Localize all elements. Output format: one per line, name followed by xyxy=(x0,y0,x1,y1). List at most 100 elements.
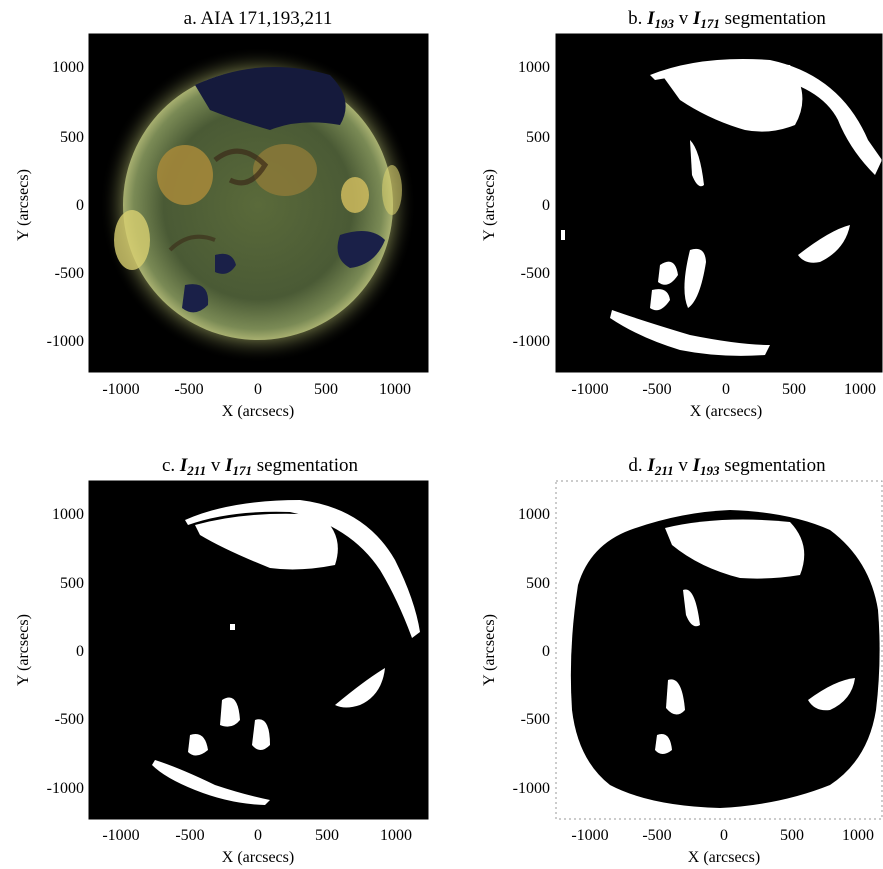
y-tick-label: -1000 xyxy=(47,333,84,350)
limb-brightening-east xyxy=(382,165,402,215)
title-versus: v xyxy=(679,8,689,29)
panel-b-xlabel: X (arcsecs) xyxy=(690,403,762,420)
panel-a-yticks: 1000 500 0 -500 -1000 xyxy=(47,59,84,350)
mask-region-east xyxy=(808,678,855,711)
title-intensity-2: I xyxy=(692,455,701,476)
title-subscript-2: 193 xyxy=(700,463,720,478)
x-tick-label: 0 xyxy=(254,827,262,844)
x-tick-label: -500 xyxy=(642,381,671,398)
panel-c-title: c. I211 v I171 segmentation xyxy=(162,455,359,480)
y-tick-label: -500 xyxy=(521,265,550,282)
mask-disk-region xyxy=(570,510,880,808)
y-tick-label: 1000 xyxy=(518,506,550,523)
mask-region-north xyxy=(195,513,338,570)
y-tick-label: 1000 xyxy=(518,59,550,76)
panel-a-title: a. AIA 171,193,211 xyxy=(184,8,333,29)
panel-d-ylabel: Y (arcsecs) xyxy=(481,614,498,686)
panel-c-xticks: -1000 -500 0 500 1000 xyxy=(102,827,412,844)
panel-d-title: d. I211 v I193 segmentation xyxy=(628,455,826,480)
y-tick-label: 0 xyxy=(542,643,550,660)
panel-d-xlabel: X (arcsecs) xyxy=(688,849,760,866)
title-prefix: b. xyxy=(628,8,642,29)
mask-patch xyxy=(684,248,706,308)
panel-d-frame xyxy=(555,480,883,820)
panel-d: d. I211 v I193 segmentation 1000 500 0 -… xyxy=(481,455,883,866)
panel-a-xticks: -1000 -500 0 500 1000 xyxy=(102,381,411,398)
title-suffix: segmentation xyxy=(725,8,827,29)
mask-limb-south xyxy=(610,310,770,356)
mask-region-north xyxy=(665,519,805,579)
y-tick-label: 0 xyxy=(76,643,84,660)
x-tick-label: 0 xyxy=(722,381,730,398)
title-subscript-2: 171 xyxy=(232,463,252,478)
y-tick-label: -1000 xyxy=(513,780,550,797)
panel-b-frame xyxy=(555,33,883,373)
panel-a-ylabel: Y (arcsecs) xyxy=(15,169,32,241)
title-versus: v xyxy=(211,455,221,476)
title-subscript-1: 211 xyxy=(186,463,206,478)
mask-patch xyxy=(666,679,685,715)
limb-brightening-west xyxy=(114,210,150,270)
mask-limb-arc xyxy=(650,59,882,175)
title-prefix: c. xyxy=(162,455,175,476)
y-tick-label: -1000 xyxy=(513,333,550,350)
title-intensity-2: I xyxy=(224,455,233,476)
mask-limb-south xyxy=(152,760,270,805)
mask-patch xyxy=(252,719,270,750)
x-tick-label: 1000 xyxy=(380,827,412,844)
panel-c-frame xyxy=(88,480,429,820)
coronal-hole-east xyxy=(337,231,385,268)
y-tick-label: 500 xyxy=(526,575,550,592)
x-tick-label: -1000 xyxy=(571,827,608,844)
panel-a-xlabel: X (arcsecs) xyxy=(222,403,294,420)
x-tick-label: 500 xyxy=(782,381,806,398)
mask-patch xyxy=(690,140,704,187)
panel-b-title: b. I193 v I171 segmentation xyxy=(628,8,826,33)
segmentation-mask-d xyxy=(570,510,880,808)
y-tick-label: -500 xyxy=(55,265,84,282)
y-tick-label: -500 xyxy=(55,711,84,728)
segmentation-mask-c xyxy=(152,500,420,805)
title-intensity-1: I xyxy=(646,455,655,476)
y-tick-label: 1000 xyxy=(52,59,84,76)
mask-patch xyxy=(650,289,670,311)
title-subscript-1: 211 xyxy=(654,463,674,478)
y-tick-label: 500 xyxy=(60,575,84,592)
y-tick-label: -1000 xyxy=(47,780,84,797)
active-region-2 xyxy=(253,144,317,196)
y-tick-label: -500 xyxy=(521,711,550,728)
title-subscript-1: 193 xyxy=(654,16,674,31)
y-tick-label: 500 xyxy=(526,129,550,146)
mask-patch xyxy=(683,589,700,627)
mask-patch xyxy=(220,697,240,727)
title-intensity-2: I xyxy=(692,8,701,29)
panel-c: c. I211 v I171 segmentation 1000 500 0 -… xyxy=(15,455,429,866)
mask-region-east xyxy=(335,668,385,708)
mask-region-east xyxy=(798,225,850,263)
x-tick-label: 0 xyxy=(720,827,728,844)
x-tick-label: -500 xyxy=(642,827,671,844)
x-tick-label: -1000 xyxy=(571,381,608,398)
panel-c-yticks: 1000 500 0 -500 -1000 xyxy=(47,506,84,797)
mask-patch xyxy=(658,261,678,285)
title-prefix: d. xyxy=(628,455,642,476)
title-intensity-1: I xyxy=(646,8,655,29)
sun-composite-image xyxy=(100,47,416,363)
x-tick-label: 1000 xyxy=(379,381,411,398)
x-tick-label: 1000 xyxy=(844,381,876,398)
panel-b: b. I193 v I171 segmentation 1000 500 0 -… xyxy=(481,8,883,420)
active-region-3 xyxy=(341,177,369,213)
panel-d-yticks: 1000 500 0 -500 -1000 xyxy=(513,506,550,797)
coronal-hole-small xyxy=(215,253,236,274)
title-suffix: segmentation xyxy=(724,455,826,476)
x-tick-label: 500 xyxy=(315,827,339,844)
title-subscript-2: 171 xyxy=(700,16,720,31)
filament-1 xyxy=(213,148,269,186)
active-region-1 xyxy=(157,145,213,205)
panel-b-ylabel: Y (arcsecs) xyxy=(481,169,498,241)
y-tick-label: 0 xyxy=(542,197,550,214)
y-tick-label: 1000 xyxy=(52,506,84,523)
mask-limb-arc xyxy=(185,500,420,638)
y-tick-label: 500 xyxy=(60,129,84,146)
